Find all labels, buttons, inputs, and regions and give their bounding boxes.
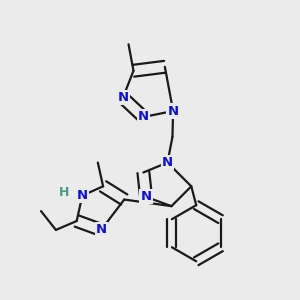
Text: H: H (59, 186, 69, 200)
Text: N: N (140, 190, 152, 203)
Text: N: N (162, 156, 173, 169)
Text: N: N (168, 104, 179, 118)
Text: N: N (96, 224, 107, 236)
Text: N: N (77, 189, 88, 202)
Text: N: N (138, 110, 149, 124)
Text: N: N (117, 91, 128, 104)
